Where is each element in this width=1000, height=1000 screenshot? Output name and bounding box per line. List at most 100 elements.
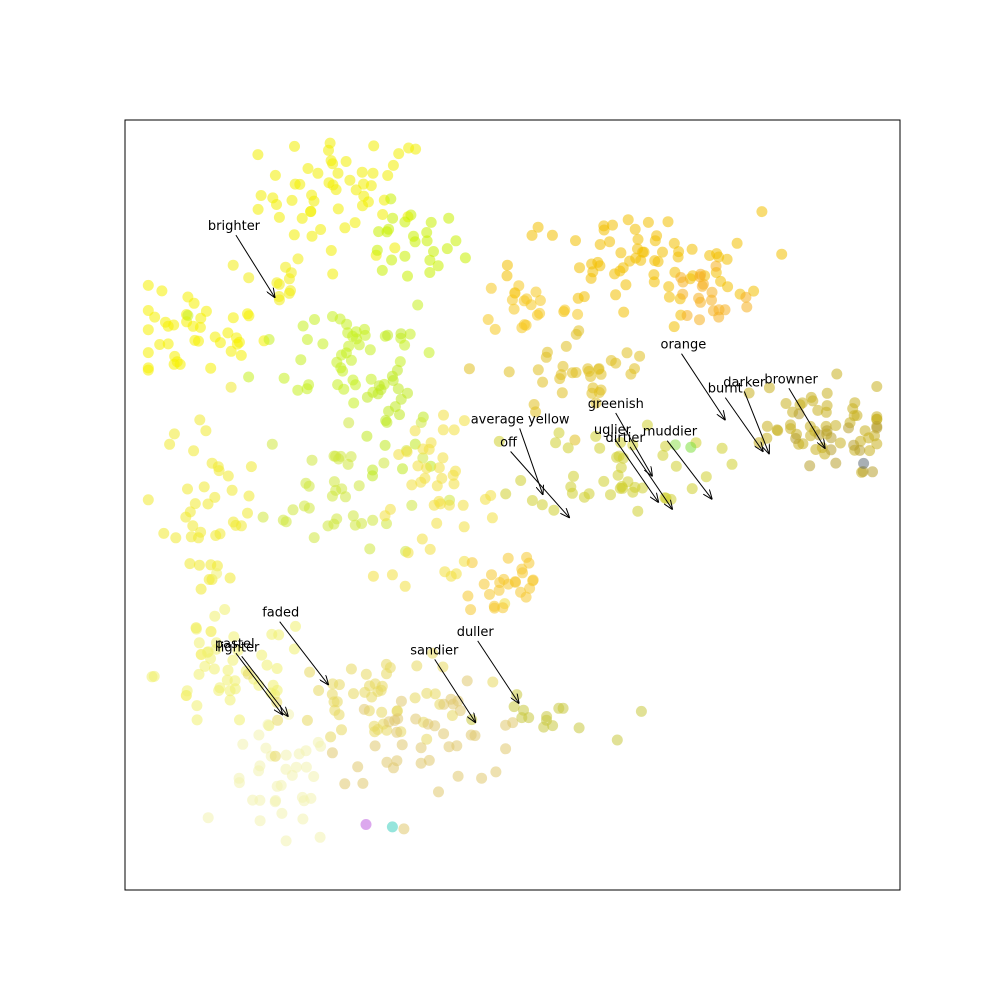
scatter-point (550, 437, 562, 449)
scatter-point (199, 660, 211, 672)
scatter-point (267, 192, 279, 204)
scatter-point (222, 327, 234, 339)
scatter-point (142, 279, 154, 291)
scatter-point (391, 364, 403, 376)
scatter-point (257, 511, 269, 523)
scatter-point (532, 221, 544, 233)
scatter-point (306, 189, 318, 201)
scatter-point (298, 500, 310, 512)
scatter-point (326, 747, 338, 759)
scatter-point (574, 262, 585, 274)
scatter-point (243, 272, 255, 284)
scatter-point (361, 430, 373, 442)
scatter-point (570, 235, 581, 247)
scatter-point (379, 510, 391, 522)
scatter-point (369, 740, 381, 752)
scatter-point (587, 382, 599, 394)
scatter-point (189, 498, 201, 510)
scatter-point (303, 480, 315, 492)
scatter-point (302, 163, 314, 174)
scatter-point (288, 643, 300, 655)
scatter-point (415, 742, 427, 754)
scatter-point (463, 363, 475, 375)
scatter-point (272, 714, 284, 726)
scatter-point (681, 310, 693, 321)
scatter-point (154, 339, 166, 350)
scatter-point (399, 216, 411, 228)
scatter-point (763, 382, 775, 394)
scatter-point (635, 705, 647, 717)
scatter-point (280, 261, 292, 273)
scatter-point (446, 710, 458, 721)
scatter-point (568, 470, 579, 482)
scatter-point (227, 259, 239, 271)
scatter-point (308, 771, 320, 782)
scatter-point (357, 777, 369, 789)
scatter-point (309, 314, 320, 325)
scatter-point (469, 730, 481, 742)
scatter-point (452, 695, 464, 707)
scatter-point (379, 439, 391, 451)
scatter-point (412, 299, 424, 311)
scatter-point (385, 193, 397, 205)
scatter-point (622, 214, 634, 226)
scatter-point (573, 722, 585, 734)
scatter-point (761, 420, 773, 432)
scatter-point (336, 724, 347, 736)
scatter-point (614, 265, 626, 277)
scatter-point (424, 254, 436, 266)
scatter-point (394, 356, 406, 368)
scatter-point (412, 460, 424, 472)
scatter-point (498, 573, 510, 585)
scatter-point (396, 739, 408, 751)
scatter-point (637, 482, 648, 494)
scatter-point (557, 360, 569, 372)
scatter-point (336, 483, 348, 495)
scatter-point (562, 442, 574, 454)
scatter-point (332, 167, 344, 179)
scatter-point (182, 483, 193, 495)
annotation-label: duller (457, 625, 495, 640)
scatter-point (200, 305, 212, 317)
scatter-point (349, 217, 361, 229)
scatter-point (657, 246, 668, 258)
scatter-point (518, 319, 530, 331)
annotation-arrow (743, 391, 769, 453)
scatter-point (393, 148, 405, 160)
scatter-point (336, 349, 347, 361)
scatter-point (174, 358, 186, 370)
scatter-point (476, 772, 488, 784)
scatter-point (454, 705, 466, 717)
scatter-point (254, 815, 266, 827)
scatter-point (615, 247, 627, 259)
scatter-point (399, 339, 411, 351)
scatter-point (421, 687, 433, 699)
scatter-point (515, 475, 527, 486)
scatter-point (437, 661, 449, 673)
scatter-point (411, 660, 423, 672)
scatter-point-outlier (858, 457, 870, 469)
scatter-point (486, 512, 498, 524)
scatter-point (594, 260, 606, 272)
scatter-point (356, 166, 368, 178)
scatter-point (300, 745, 312, 757)
scatter-point (386, 254, 398, 266)
scatter-point (142, 305, 154, 316)
scatter-point (226, 484, 238, 496)
scatter-point (327, 268, 339, 280)
scatter-point (194, 414, 206, 426)
scatter-point (395, 695, 407, 707)
scatter-point (436, 472, 448, 484)
scatter-point (371, 244, 383, 256)
scatter-point (288, 229, 300, 241)
scatter-point (493, 435, 505, 447)
scatter-point (437, 424, 449, 436)
scatter-point (168, 428, 180, 440)
scatter-point (421, 462, 433, 474)
scatter-point (364, 543, 376, 555)
scatter-point (424, 543, 436, 555)
scatter-point (397, 463, 408, 475)
scatter-point (670, 460, 682, 472)
annotation-arrow (279, 621, 328, 685)
